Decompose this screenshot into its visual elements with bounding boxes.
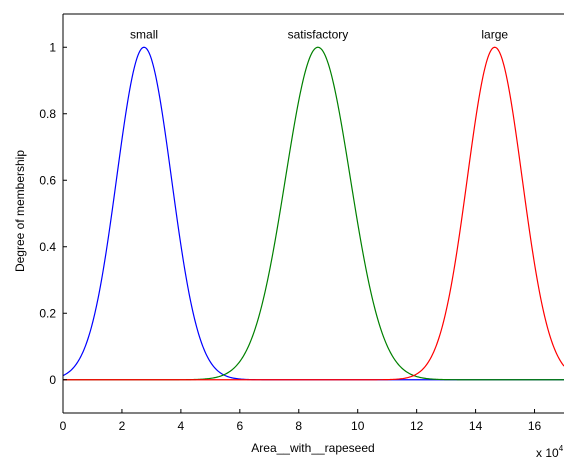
series-curves <box>62 46 564 381</box>
series-label-satisfactory: satisfactory <box>288 27 349 41</box>
x-axis-multiplier: x 104 <box>536 444 564 459</box>
y-tick-label: 0.4 <box>39 240 56 254</box>
y-tick-label: 0.2 <box>39 306 56 320</box>
y-axis-label: Degree of membership <box>13 150 27 272</box>
x-axis-multiplier-exponent: 4 <box>559 444 564 453</box>
x-tick-label: 14 <box>469 419 483 433</box>
x-tick-label: 8 <box>295 419 302 433</box>
x-tick-label: 4 <box>178 419 185 433</box>
x-tick-label: 0 <box>60 419 67 433</box>
series-curve-small <box>62 46 564 381</box>
series-labels: small satisfactory large <box>130 27 508 41</box>
series-curve-large <box>63 46 564 381</box>
series-label-small: small <box>130 27 158 41</box>
y-tick-label: 0.6 <box>39 173 56 187</box>
x-axis-multiplier-base: x 10 <box>536 446 559 459</box>
y-tick-label: 1 <box>49 40 56 54</box>
x-tick-label: 12 <box>410 419 424 433</box>
x-axis-label: Area__with__rapeseed <box>251 441 374 455</box>
x-tick-label: 16 <box>528 419 542 433</box>
y-tick-label: 0.8 <box>39 107 56 121</box>
series-label-large: large <box>481 27 508 41</box>
series-curve-satisfactory <box>63 46 564 381</box>
x-tick-label: 2 <box>119 419 126 433</box>
axis-ticks: 0 2 4 6 8 10 12 14 16 0 0.2 0.4 0.6 0.8 1 <box>39 40 541 433</box>
plot-area: 0 2 4 6 8 10 12 14 16 0 0.2 0.4 0.6 0.8 1 small satisfa… <box>39 13 564 433</box>
x-tick-label: 10 <box>351 419 365 433</box>
y-tick-label: 0 <box>49 373 56 387</box>
x-tick-label: 6 <box>236 419 243 433</box>
